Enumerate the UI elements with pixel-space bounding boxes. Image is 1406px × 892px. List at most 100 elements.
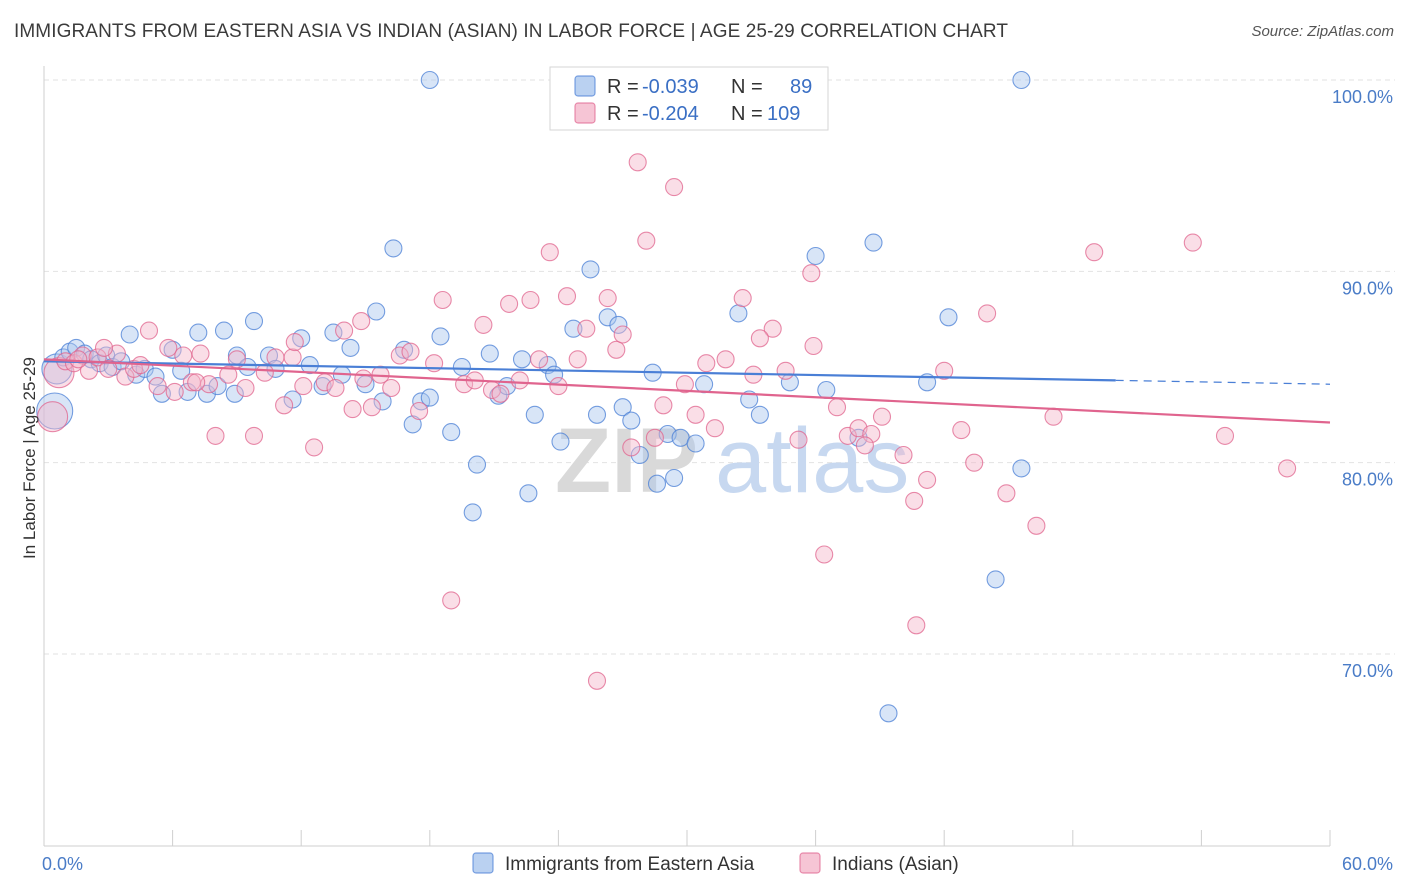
trend-lines bbox=[43, 358, 1331, 424]
point-eastern-asia bbox=[587, 405, 607, 424]
legend-swatch-blue bbox=[574, 75, 596, 97]
point-indian-asian bbox=[244, 426, 264, 445]
point-eastern-asia bbox=[214, 321, 234, 340]
legend-r-value: -0.204 bbox=[642, 103, 699, 125]
point-indian-asian bbox=[1278, 459, 1297, 478]
legend-n-label: N = bbox=[731, 76, 763, 98]
point-indian-asian bbox=[401, 342, 420, 361]
point-indian-asian bbox=[598, 289, 617, 308]
point-eastern-asia bbox=[598, 308, 617, 327]
point-eastern-asia bbox=[581, 260, 600, 279]
point-eastern-asia bbox=[420, 70, 439, 90]
legend-r-label: R = bbox=[607, 103, 639, 125]
point-indian-asian bbox=[1215, 426, 1235, 445]
point-indian-asian bbox=[622, 438, 641, 457]
point-indian-asian bbox=[139, 321, 159, 340]
axes bbox=[43, 66, 1331, 847]
point-indian-asian bbox=[802, 264, 821, 283]
chart-source: Source: ZipAtlas.com bbox=[1251, 23, 1394, 40]
point-indian-asian bbox=[37, 401, 69, 433]
point-indian-asian bbox=[705, 419, 724, 438]
point-indian-asian bbox=[410, 401, 429, 421]
point-eastern-asia bbox=[82, 350, 101, 369]
point-indian-asian bbox=[557, 287, 577, 306]
legend-r-value: -0.039 bbox=[642, 76, 699, 98]
point-eastern-asia bbox=[452, 357, 471, 377]
point-eastern-asia bbox=[480, 344, 499, 363]
chart-title: IMMIGRANTS FROM EASTERN ASIA VS INDIAN (… bbox=[14, 21, 1009, 42]
point-eastern-asia bbox=[373, 392, 392, 411]
point-indian-asian bbox=[352, 312, 371, 331]
bottom-legend: Immigrants from Eastern Asia Indians (As… bbox=[472, 852, 959, 875]
point-eastern-asia bbox=[512, 350, 532, 369]
point-indian-asian bbox=[862, 424, 881, 444]
point-indian-asian bbox=[686, 405, 705, 424]
point-indian-asian bbox=[654, 396, 673, 415]
point-indian-asian bbox=[763, 319, 782, 338]
point-indian-asian bbox=[174, 346, 193, 365]
point-indian-asian bbox=[1044, 407, 1063, 426]
point-indian-asian bbox=[675, 375, 694, 394]
x-tick-labels: 0.0% 60.0% bbox=[42, 854, 1393, 874]
point-eastern-asia bbox=[1012, 459, 1031, 478]
point-eastern-asia bbox=[879, 704, 898, 723]
point-indian-asian bbox=[997, 484, 1016, 503]
point-indian-asian bbox=[750, 329, 769, 348]
point-indian-asian bbox=[275, 396, 294, 415]
bottom-legend-label: Indians (Asian) bbox=[832, 854, 959, 875]
point-indian-asian bbox=[776, 361, 795, 380]
y-tick-labels: 70.0% 80.0% 90.0% 100.0% bbox=[1332, 87, 1393, 681]
point-eastern-asia bbox=[189, 323, 208, 342]
point-eastern-asia bbox=[671, 428, 690, 447]
point-indian-asian bbox=[521, 290, 540, 310]
trend-line-eastern-asia bbox=[43, 360, 1116, 382]
point-eastern-asia bbox=[622, 411, 641, 430]
point-indian-asian bbox=[94, 338, 114, 357]
point-eastern-asia bbox=[384, 239, 403, 258]
point-indian-asian bbox=[433, 290, 452, 310]
point-eastern-asia bbox=[442, 423, 461, 442]
x-tick-label: 60.0% bbox=[1342, 854, 1393, 874]
point-indian-asian bbox=[283, 348, 302, 367]
point-indian-asian bbox=[637, 231, 656, 250]
point-indian-asian bbox=[266, 348, 285, 367]
bottom-legend-swatch-blue bbox=[472, 852, 494, 874]
point-eastern-asia bbox=[225, 384, 244, 403]
y-tick-label: 90.0% bbox=[1342, 278, 1393, 298]
point-indian-asian bbox=[978, 304, 997, 323]
point-eastern-asia bbox=[341, 338, 360, 357]
point-indian-asian bbox=[530, 350, 549, 369]
point-eastern-asia bbox=[613, 398, 632, 417]
point-indian-asian bbox=[907, 616, 926, 635]
point-eastern-asia bbox=[750, 405, 769, 424]
point-eastern-asia bbox=[244, 312, 264, 331]
trend-line-indian-asian bbox=[43, 358, 1331, 424]
point-indian-asian bbox=[442, 591, 461, 610]
point-indian-asian bbox=[474, 315, 493, 334]
point-indian-asian bbox=[804, 336, 823, 356]
data-points bbox=[36, 70, 1297, 723]
point-indian-asian bbox=[382, 378, 401, 398]
point-eastern-asia bbox=[665, 468, 684, 488]
point-indian-asian bbox=[165, 382, 184, 401]
y-axis-label: In Labor Force | Age 25-29 bbox=[20, 357, 39, 559]
point-indian-asian bbox=[390, 346, 409, 365]
point-eastern-asia bbox=[36, 392, 74, 430]
point-eastern-asia bbox=[1012, 70, 1031, 90]
y-tick-label: 100.0% bbox=[1332, 87, 1393, 107]
point-eastern-asia bbox=[420, 388, 439, 407]
point-indian-asian bbox=[789, 430, 808, 449]
point-eastern-asia bbox=[986, 570, 1005, 589]
point-indian-asian bbox=[294, 377, 313, 396]
point-indian-asian bbox=[607, 340, 626, 359]
point-indian-asian bbox=[1183, 233, 1202, 252]
point-indian-asian bbox=[285, 333, 304, 352]
point-indian-asian bbox=[187, 373, 206, 392]
point-indian-asian bbox=[362, 398, 381, 417]
point-eastern-asia bbox=[939, 308, 958, 327]
point-indian-asian bbox=[148, 377, 167, 396]
point-indian-asian bbox=[99, 359, 118, 378]
point-eastern-asia bbox=[609, 315, 628, 334]
point-indian-asian bbox=[965, 453, 984, 472]
